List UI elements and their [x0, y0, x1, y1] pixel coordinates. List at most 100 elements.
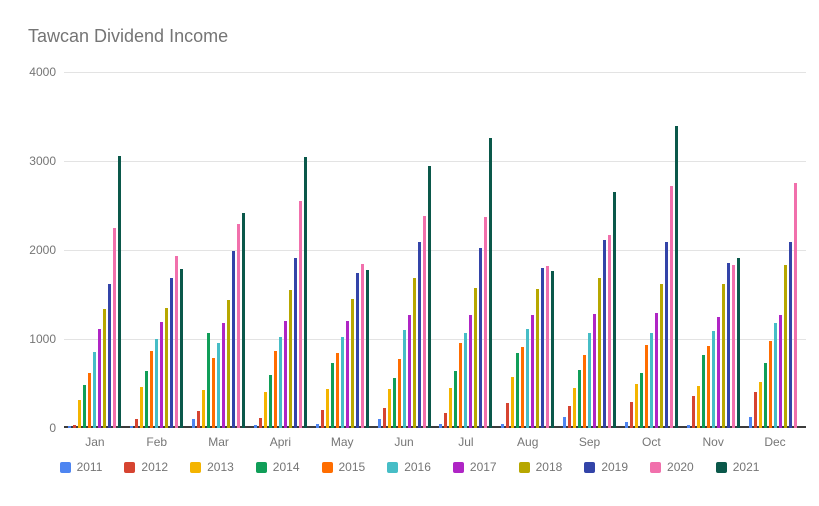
bar-2012-sep[interactable] — [568, 406, 572, 428]
bar-2021-jan[interactable] — [118, 156, 122, 428]
bar-2016-apri[interactable] — [278, 337, 282, 428]
bar-2016-oct[interactable] — [649, 333, 653, 428]
bar-2014-mar[interactable] — [207, 333, 211, 428]
bar-2011-aug[interactable] — [501, 424, 505, 428]
bar-2011-jul[interactable] — [439, 424, 443, 428]
bar-2020-may[interactable] — [360, 264, 364, 428]
bar-2019-feb[interactable] — [170, 278, 174, 428]
bar-2018-feb[interactable] — [165, 308, 169, 428]
bar-2014-oct[interactable] — [639, 373, 643, 428]
bar-2019-apri[interactable] — [293, 258, 297, 428]
bar-2018-jul[interactable] — [474, 288, 478, 428]
bar-2013-dec[interactable] — [758, 382, 762, 428]
bar-2018-may[interactable] — [350, 299, 354, 428]
bar-2015-nov[interactable] — [706, 346, 710, 428]
bar-2019-sep[interactable] — [603, 240, 607, 428]
bar-2011-oct[interactable] — [624, 422, 628, 428]
bar-2019-dec[interactable] — [788, 242, 792, 428]
bar-2017-aug[interactable] — [531, 315, 535, 428]
bar-2017-apri[interactable] — [283, 321, 287, 428]
bar-2021-sep[interactable] — [613, 192, 617, 428]
bar-2021-may[interactable] — [365, 270, 369, 428]
bar-2019-nov[interactable] — [726, 263, 730, 428]
bar-2013-jan[interactable] — [78, 400, 82, 428]
bar-2018-oct[interactable] — [659, 284, 663, 428]
bar-2011-dec[interactable] — [748, 417, 752, 428]
bar-2020-nov[interactable] — [731, 265, 735, 428]
bar-2012-jul[interactable] — [444, 413, 448, 428]
bar-2019-may[interactable] — [355, 273, 359, 428]
bar-2011-may[interactable] — [315, 424, 319, 428]
bar-2015-jul[interactable] — [459, 343, 463, 428]
bar-2021-nov[interactable] — [736, 258, 740, 428]
bar-2012-jun[interactable] — [382, 408, 386, 428]
bar-2013-sep[interactable] — [573, 388, 577, 428]
bar-2018-nov[interactable] — [721, 284, 725, 428]
bar-2019-jan[interactable] — [108, 284, 112, 428]
bar-2020-jul[interactable] — [484, 217, 488, 428]
bar-2021-jun[interactable] — [427, 166, 431, 428]
bar-2016-may[interactable] — [340, 337, 344, 428]
bar-2013-oct[interactable] — [634, 384, 638, 428]
bar-2016-jan[interactable] — [93, 352, 97, 428]
bar-2020-jun[interactable] — [422, 216, 426, 428]
bar-2018-jan[interactable] — [103, 309, 107, 428]
bar-2013-may[interactable] — [325, 389, 329, 428]
bar-2011-jan[interactable] — [68, 426, 72, 428]
bar-2017-jun[interactable] — [407, 315, 411, 428]
bar-2016-sep[interactable] — [588, 333, 592, 428]
bar-2014-jan[interactable] — [83, 385, 87, 428]
bar-2011-feb[interactable] — [130, 426, 134, 428]
bar-2015-mar[interactable] — [212, 358, 216, 428]
bar-2014-dec[interactable] — [763, 363, 767, 428]
bar-2020-mar[interactable] — [237, 224, 241, 428]
bar-2015-jun[interactable] — [397, 359, 401, 428]
bar-2019-oct[interactable] — [664, 242, 668, 428]
bar-2014-nov[interactable] — [701, 355, 705, 428]
bar-2016-nov[interactable] — [711, 331, 715, 428]
bar-2013-nov[interactable] — [696, 386, 700, 428]
bar-2021-apri[interactable] — [303, 157, 307, 428]
bar-2021-jul[interactable] — [489, 138, 493, 428]
bar-2021-aug[interactable] — [551, 271, 555, 428]
bar-2017-sep[interactable] — [593, 314, 597, 428]
bar-2020-dec[interactable] — [793, 183, 797, 428]
bar-2012-feb[interactable] — [135, 419, 139, 428]
bar-2015-may[interactable] — [335, 353, 339, 428]
bar-2017-nov[interactable] — [716, 317, 720, 428]
bar-2016-aug[interactable] — [526, 329, 530, 428]
bar-2021-feb[interactable] — [180, 269, 184, 428]
bar-2013-jun[interactable] — [387, 389, 391, 428]
bar-2018-mar[interactable] — [227, 300, 231, 428]
bar-2021-mar[interactable] — [242, 213, 246, 428]
bar-2016-jun[interactable] — [402, 330, 406, 428]
bar-2017-may[interactable] — [345, 321, 349, 428]
bar-2014-feb[interactable] — [145, 371, 149, 428]
bar-2021-oct[interactable] — [674, 126, 678, 428]
bar-2014-sep[interactable] — [578, 370, 582, 428]
bar-2017-oct[interactable] — [654, 313, 658, 428]
bar-2019-jul[interactable] — [479, 248, 483, 428]
bar-2012-may[interactable] — [320, 410, 324, 428]
bar-2018-jun[interactable] — [412, 278, 416, 428]
bar-2016-feb[interactable] — [155, 339, 159, 428]
bar-2011-sep[interactable] — [563, 417, 567, 428]
bar-2013-mar[interactable] — [202, 390, 206, 428]
bar-2011-apri[interactable] — [253, 425, 257, 428]
bar-2015-apri[interactable] — [273, 351, 277, 428]
bar-2019-mar[interactable] — [232, 251, 236, 428]
bar-2015-jan[interactable] — [88, 373, 92, 428]
bar-2015-feb[interactable] — [150, 351, 154, 428]
bar-2013-jul[interactable] — [449, 388, 453, 428]
bar-2017-mar[interactable] — [222, 323, 226, 428]
bar-2018-apri[interactable] — [288, 290, 292, 428]
bar-2018-sep[interactable] — [598, 278, 602, 428]
bar-2012-nov[interactable] — [691, 396, 695, 428]
bar-2018-dec[interactable] — [783, 265, 787, 428]
bar-2014-aug[interactable] — [516, 353, 520, 428]
bar-2015-aug[interactable] — [521, 347, 525, 428]
bar-2019-aug[interactable] — [541, 268, 545, 428]
bar-2011-mar[interactable] — [192, 419, 196, 428]
bar-2013-feb[interactable] — [140, 387, 144, 428]
bar-2012-aug[interactable] — [506, 403, 510, 428]
